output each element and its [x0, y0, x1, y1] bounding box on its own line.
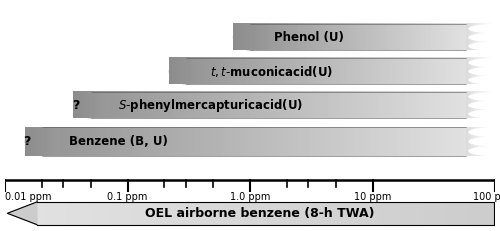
Ellipse shape [24, 127, 59, 156]
Text: OEL airborne benzene (8-h TWA): OEL airborne benzene (8-h TWA) [145, 207, 374, 220]
Ellipse shape [169, 58, 203, 84]
Ellipse shape [468, 127, 500, 137]
Ellipse shape [468, 76, 500, 85]
Text: Benzene (B, U): Benzene (B, U) [69, 135, 168, 148]
Ellipse shape [468, 24, 500, 33]
Text: 1.0 ppm: 1.0 ppm [230, 192, 270, 202]
Ellipse shape [468, 92, 500, 101]
Ellipse shape [233, 24, 267, 50]
Text: ?: ? [72, 99, 80, 112]
Ellipse shape [468, 67, 500, 76]
Text: 0.01 ppm: 0.01 ppm [5, 192, 52, 202]
Text: $\mathbf{\mathit{S}}$$\mathbf{\text{-}phenylmercapturic acid (U)}$: $\mathbf{\mathit{S}}$$\mathbf{\text{-}ph… [118, 97, 303, 114]
Ellipse shape [468, 42, 500, 51]
Text: 10 ppm: 10 ppm [354, 192, 391, 202]
Ellipse shape [468, 33, 500, 42]
Ellipse shape [468, 101, 500, 110]
Text: $\mathbf{\mathit{t,t}}$$\mathbf{\text{-}muconic acid (U)}$: $\mathbf{\mathit{t,t}}$$\mathbf{\text{-}… [210, 64, 334, 79]
Ellipse shape [468, 137, 500, 146]
Polygon shape [8, 202, 37, 225]
Text: 0.1 ppm: 0.1 ppm [108, 192, 148, 202]
Ellipse shape [468, 146, 500, 156]
Text: ?: ? [24, 135, 31, 148]
Text: 100 ppm: 100 ppm [473, 192, 500, 202]
Ellipse shape [74, 92, 108, 118]
Ellipse shape [468, 109, 500, 119]
Ellipse shape [468, 58, 500, 67]
Text: Phenol (U): Phenol (U) [274, 31, 344, 44]
